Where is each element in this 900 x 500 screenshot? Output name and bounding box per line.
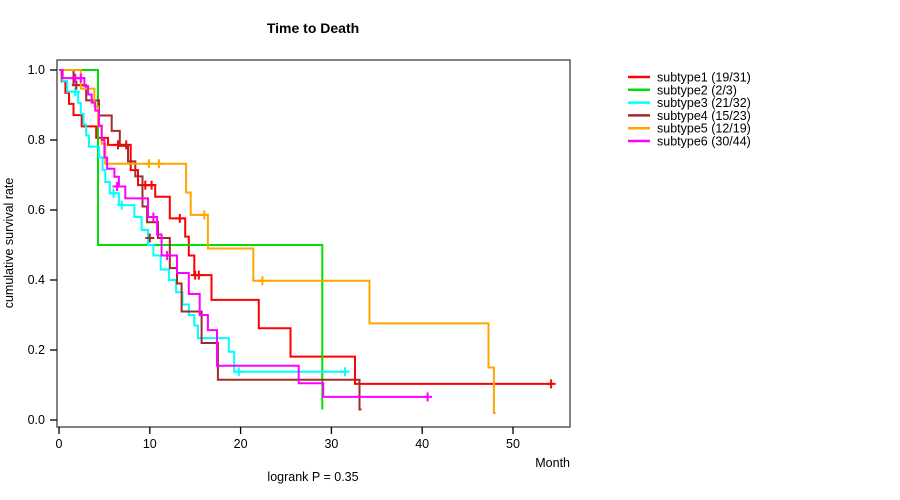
y-axis-label: cumulative survival rate — [2, 178, 16, 309]
censor-mark — [257, 276, 267, 286]
y-tick-label: 0.6 — [28, 203, 45, 217]
survival-curve-subtype4 — [59, 69, 362, 411]
survival-curve-subtype2 — [59, 69, 324, 410]
censor-mark — [546, 379, 556, 389]
x-tick-label: 10 — [143, 437, 157, 451]
censor-mark — [145, 233, 155, 243]
legend-item: subtype4 (15/23) — [628, 109, 751, 123]
censor-marks-subtype4 — [71, 80, 155, 243]
censor-mark — [109, 188, 118, 198]
legend-label: subtype2 (2/3) — [657, 83, 737, 97]
y-axis-ticks: 0.0 0.2 0.4 0.6 0.8 1.0 — [28, 63, 57, 427]
censor-mark — [175, 213, 185, 223]
legend-label: subtype5 (12/19) — [657, 122, 751, 136]
chart-title: Time to Death — [267, 20, 359, 36]
logrank-pvalue: logrank P = 0.35 — [267, 470, 358, 484]
y-tick-label: 0.4 — [28, 273, 45, 287]
censor-mark — [117, 200, 127, 210]
legend-item: subtype2 (2/3) — [628, 83, 737, 97]
censor-mark — [423, 392, 433, 402]
survival-curves — [59, 69, 556, 414]
censor-mark — [147, 180, 157, 190]
legend-item: subtype6 (30/44) — [628, 135, 751, 149]
censor-mark — [234, 367, 244, 377]
x-axis-label: Month — [535, 456, 570, 470]
x-axis-ticks: 0 10 20 30 40 50 — [56, 427, 520, 451]
censor-mark — [199, 210, 209, 220]
x-tick-label: 0 — [56, 437, 63, 451]
legend-item: subtype5 (12/19) — [628, 122, 751, 136]
y-tick-label: 0.0 — [28, 413, 45, 427]
censor-mark — [148, 212, 158, 222]
legend-label: subtype4 (15/23) — [657, 109, 751, 123]
legend: subtype1 (19/31)subtype2 (2/3)subtype3 (… — [628, 71, 751, 149]
x-tick-label: 40 — [415, 437, 429, 451]
survival-curve-subtype6 — [59, 69, 428, 398]
x-tick-label: 30 — [324, 437, 338, 451]
legend-item: subtype3 (21/32) — [628, 96, 751, 110]
y-tick-label: 0.8 — [28, 133, 45, 147]
plot-area-border — [56, 59, 571, 428]
censor-mark — [162, 251, 172, 260]
y-tick-label: 0.2 — [28, 343, 45, 357]
legend-label: subtype3 (21/32) — [657, 96, 751, 110]
survival-curve-subtype3 — [59, 69, 345, 373]
censor-mark — [112, 182, 122, 191]
y-tick-label: 1.0 — [28, 63, 45, 77]
legend-label: subtype6 (30/44) — [657, 135, 751, 149]
x-tick-label: 20 — [234, 437, 248, 451]
censor-mark — [340, 367, 350, 377]
censor-marks-subtype6 — [70, 73, 433, 402]
x-tick-label: 50 — [506, 437, 520, 451]
censor-mark — [144, 159, 154, 169]
censor-mark — [194, 270, 204, 280]
survival-curve-subtype5 — [59, 69, 496, 414]
legend-label: subtype1 (19/31) — [657, 71, 751, 85]
censor-marks-subtype5 — [144, 159, 267, 286]
censor-mark — [76, 73, 86, 83]
censor-mark — [154, 159, 164, 169]
legend-item: subtype1 (19/31) — [628, 71, 751, 85]
survival-curve-subtype1 — [59, 69, 552, 385]
